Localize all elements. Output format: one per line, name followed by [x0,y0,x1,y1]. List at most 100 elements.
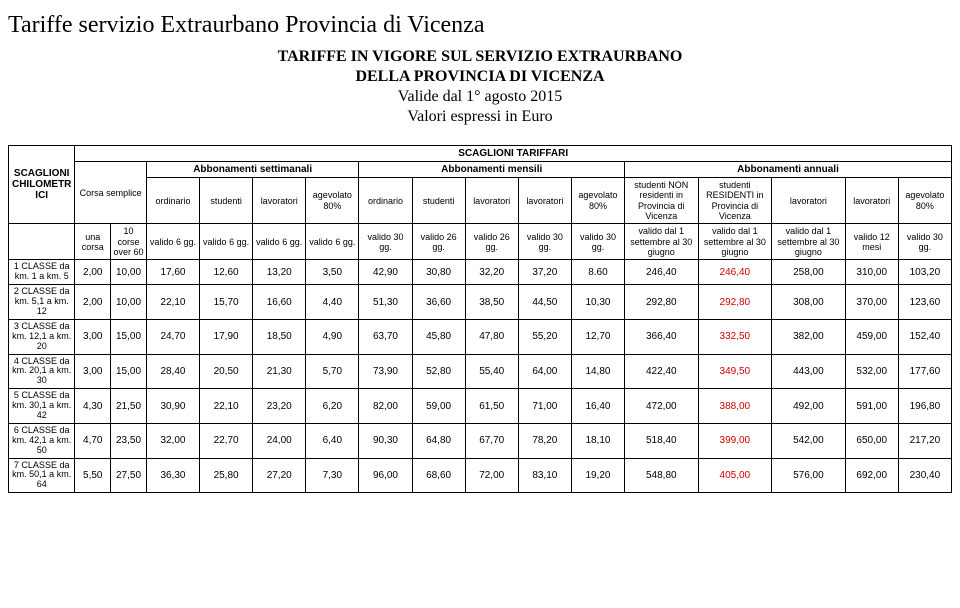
header-mens-ordinario: ordinario [359,178,412,224]
header-sett-studenti: studenti [200,178,253,224]
header-valido-set-giu-1: valido dal 1 settembre al 30 giugno [625,224,699,260]
table-row: 4 CLASSE da km. 20,1 a km. 303,0015,0028… [9,354,952,389]
cell: 6,20 [306,389,359,424]
subtitle-line-4: Valori espressi in Euro [8,107,952,127]
header-abbonamenti-settimanali: Abbonamenti settimanali [146,162,359,178]
cell: 73,90 [359,354,412,389]
cell: 52,80 [412,354,465,389]
table-row: 1 CLASSE da km. 1 a km. 52,0010,0017,601… [9,260,952,285]
header-valido-30-2: valido 30 gg. [518,224,571,260]
cell: 16,40 [571,389,624,424]
cell: 10,00 [111,285,147,320]
cell: 542,00 [772,423,846,458]
subtitle-line-1: TARIFFE IN VIGORE SUL SERVIZIO EXTRAURBA… [8,47,952,67]
cell: 366,40 [625,319,699,354]
cell: 13,20 [253,260,306,285]
header-scaglioni-chilometrici: SCAGLIONI CHILOMETRICI [9,146,75,224]
header-corsa-semplice: Corsa semplice [75,162,147,224]
header-10-corse-over-60: 10 corse over 60 [111,224,147,260]
cell: 47,80 [465,319,518,354]
cell: 548,80 [625,458,699,493]
cell: 37,20 [518,260,571,285]
cell: 472,00 [625,389,699,424]
cell: 217,20 [898,423,951,458]
cell: 292,80 [698,285,772,320]
header-valido-30-4: valido 30 gg. [898,224,951,260]
cell: 24,70 [146,319,199,354]
cell: 23,20 [253,389,306,424]
cell: 2,00 [75,285,111,320]
cell: 64,80 [412,423,465,458]
cell: 61,50 [465,389,518,424]
cell: 12,70 [571,319,624,354]
cell: 15,70 [200,285,253,320]
cell: 230,40 [898,458,951,493]
cell: 15,00 [111,354,147,389]
cell: 650,00 [845,423,898,458]
cell: 152,40 [898,319,951,354]
cell: 83,10 [518,458,571,493]
cell: 382,00 [772,319,846,354]
cell: 17,90 [200,319,253,354]
row-label: 1 CLASSE da km. 1 a km. 5 [9,260,75,285]
cell: 5,50 [75,458,111,493]
cell: 22,10 [200,389,253,424]
header-sett-ordinario: ordinario [146,178,199,224]
header-mens-agevolato: agevolato 80% [571,178,624,224]
header-ann-lavoratori-2: lavoratori [845,178,898,224]
cell: 51,30 [359,285,412,320]
cell: 4,30 [75,389,111,424]
header-valido-12-mesi: valido 12 mesi [845,224,898,260]
cell: 30,80 [412,260,465,285]
subtitle-line-2: DELLA PROVINCIA DI VICENZA [8,67,952,87]
header-valido-30-1: valido 30 gg. [359,224,412,260]
header-mens-lavoratori-1: lavoratori [465,178,518,224]
header-valido-26-1: valido 26 gg. [412,224,465,260]
cell: 55,40 [465,354,518,389]
cell: 692,00 [845,458,898,493]
cell: 258,00 [772,260,846,285]
cell: 20,50 [200,354,253,389]
cell: 370,00 [845,285,898,320]
cell: 405,00 [698,458,772,493]
table-row: 2 CLASSE da km. 5,1 a km. 122,0010,0022,… [9,285,952,320]
header-valido-set-giu-3: valido dal 1 settembre al 30 giugno [772,224,846,260]
cell: 30,90 [146,389,199,424]
table-row: 7 CLASSE da km. 50,1 a km. 645,5027,5036… [9,458,952,493]
cell: 177,60 [898,354,951,389]
cell: 82,00 [359,389,412,424]
cell: 196,80 [898,389,951,424]
cell: 59,00 [412,389,465,424]
cell: 42,90 [359,260,412,285]
cell: 55,20 [518,319,571,354]
cell: 45,80 [412,319,465,354]
cell: 246,40 [625,260,699,285]
cell: 36,30 [146,458,199,493]
table-row: 3 CLASSE da km. 12,1 a km. 203,0015,0024… [9,319,952,354]
header-mens-lavoratori-2: lavoratori [518,178,571,224]
cell: 459,00 [845,319,898,354]
header-una-corsa: una corsa [75,224,111,260]
cell: 518,40 [625,423,699,458]
table-row: 5 CLASSE da km. 30,1 a km. 424,3021,5030… [9,389,952,424]
cell: 21,50 [111,389,147,424]
header-valido-6-2: valido 6 gg. [200,224,253,260]
cell: 67,70 [465,423,518,458]
cell: 18,50 [253,319,306,354]
cell: 14,80 [571,354,624,389]
row-label: 6 CLASSE da km. 42,1 a km. 50 [9,423,75,458]
header-ann-agevolato: agevolato 80% [898,178,951,224]
cell: 17,60 [146,260,199,285]
table-row: 6 CLASSE da km. 42,1 a km. 504,7023,5032… [9,423,952,458]
header-empty-left [9,224,75,260]
cell: 36,60 [412,285,465,320]
cell: 24,00 [253,423,306,458]
cell: 123,60 [898,285,951,320]
cell: 8.60 [571,260,624,285]
row-label: 5 CLASSE da km. 30,1 a km. 42 [9,389,75,424]
cell: 7,30 [306,458,359,493]
header-valido-6-1: valido 6 gg. [146,224,199,260]
header-valido-6-4: valido 6 gg. [306,224,359,260]
cell: 5,70 [306,354,359,389]
cell: 3,50 [306,260,359,285]
